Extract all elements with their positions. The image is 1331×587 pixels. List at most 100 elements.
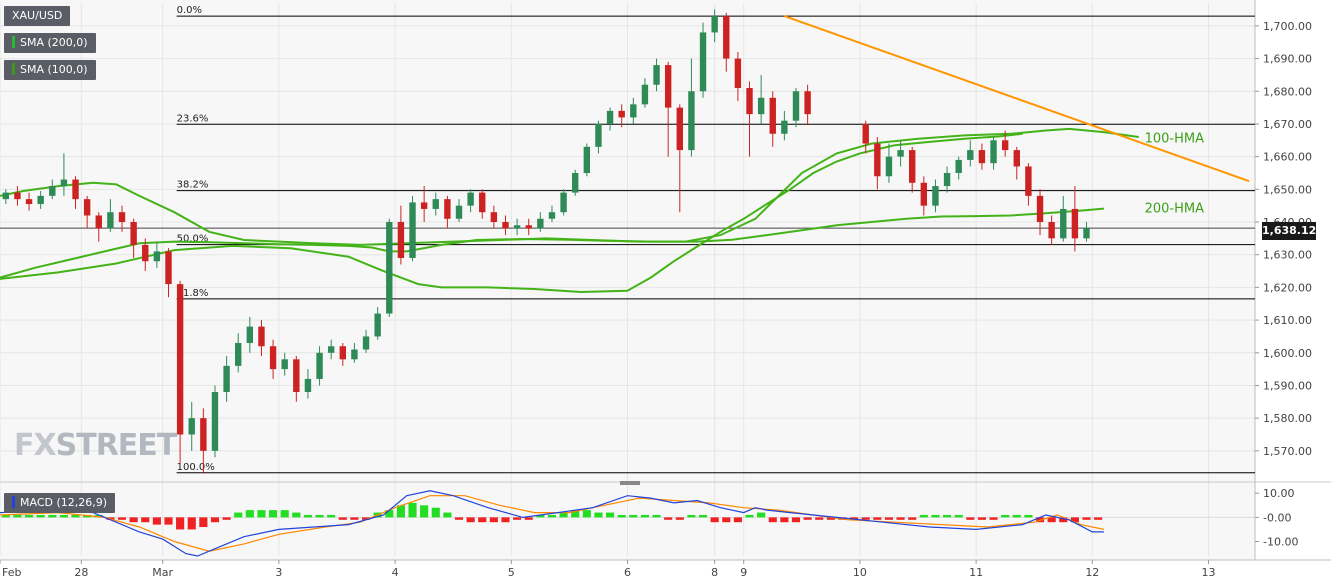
macd-histogram-bar [513,517,522,520]
candle-body [304,378,312,393]
legend-symbol[interactable]: XAU/USD [4,6,71,26]
macd-histogram-bar [303,514,313,518]
x-tick-label: 3 [275,566,282,579]
candle-body [339,346,346,360]
candle-body [49,186,56,196]
y-tick-label: 1,600.00 [1263,347,1312,360]
candle-body [1083,228,1090,239]
candle-body [281,359,288,370]
macd-histogram-bar [803,517,812,520]
y-tick-label: 1,690.00 [1263,53,1312,66]
macd-histogram-bar [1059,517,1068,523]
macd-histogram-bar [524,517,533,520]
macd-histogram-bar [664,517,673,520]
macd-histogram-bar [873,517,882,520]
y-tick-label: 1,590.00 [1263,379,1312,392]
macd-histogram-bar [152,517,161,525]
candle-body [444,199,451,219]
candle-body [153,251,161,262]
x-tick-label: 13 [1202,566,1216,579]
candle-body [165,251,172,285]
candle-body [235,342,242,366]
candle-body [664,65,672,108]
candle-body [60,179,68,187]
y-tick-label: 1,570.00 [1263,445,1312,458]
macd-histogram-bar [141,517,150,523]
candle-body [1048,222,1055,239]
x-tick-label: 28 [74,566,88,579]
candle-body [513,225,521,229]
candle-body [386,222,393,314]
candle-body [1036,195,1044,223]
candle-body [734,58,742,88]
candle-body [874,143,881,177]
legend-sma200[interactable]: SMA (200,0) [4,33,96,53]
x-tick-label: 9 [740,566,747,579]
watermark-fx: FX [14,428,57,463]
fib-label: 50.0% [177,234,209,245]
candle-body [479,192,486,213]
macd-histogram-bar [187,517,196,530]
macd-histogram-bar [420,505,429,518]
macd-histogram-bar [791,517,801,523]
macd-histogram-bar [652,514,661,518]
macd-histogram-bar [884,517,894,520]
candle-body [130,222,137,245]
candle-body [862,123,869,144]
macd-histogram-bar [536,514,545,518]
macd-histogram-bar [234,512,243,518]
candle-body [95,215,102,229]
macd-histogram-bar [977,517,986,520]
macd-histogram-bar [478,517,487,523]
macd-histogram-bar [1082,517,1091,520]
legend-macd-label: MACD (12,26,9) [20,496,108,509]
candle-body [595,123,602,147]
candle-body [932,186,939,206]
y-tick-label: 1,580.00 [1263,412,1312,425]
macd-histogram-bar [629,514,638,518]
legend-macd[interactable]: MACD (12,26,9) [4,493,116,513]
macd-histogram-bar [129,517,138,523]
legend-sma100-label: SMA (100,0) [20,63,88,76]
y-tick-label: 1,700.00 [1263,20,1312,33]
macd-histogram-bar [176,517,185,530]
candle-body [525,225,532,229]
candle-body [25,199,33,205]
macd-histogram-bar [292,512,301,518]
macd-y-tick-label: -10.00 [1263,536,1298,549]
macd-histogram-bar [942,514,952,518]
macd-histogram-bar [501,517,510,523]
watermark-street: STREET [55,428,178,463]
macd-histogram-bar [919,514,928,518]
macd-histogram-bar [315,514,324,518]
macd-histogram-bar [547,514,557,518]
macd-histogram-bar [571,510,580,518]
hma-curve-mid [0,132,1023,294]
macd-histogram-bar [408,502,417,518]
candle-body [432,199,439,209]
macd-histogram-bar [780,517,789,523]
candle-body [467,192,474,206]
y-tick-label: 1,630.00 [1263,249,1312,262]
macd-histogram-bar [931,514,940,518]
macd-histogram-bar [826,517,835,520]
candle-body [316,352,323,379]
candle-body [374,313,381,337]
fxstreet-watermark: FXSTREET [14,428,178,463]
candle-body [653,65,660,85]
candle-body [606,110,614,124]
candle-body [176,284,184,435]
macd-histogram-bar [59,514,68,518]
panel-resize-handle [620,481,640,485]
candle-body [351,349,358,360]
macd-histogram-bar [1094,517,1103,520]
candle-body [723,16,730,59]
x-tick-label: Mar [152,566,173,579]
legend-sma100[interactable]: SMA (100,0) [4,60,96,80]
macd-histogram-bar [396,505,405,518]
macd-histogram-bar [710,517,719,523]
macd-histogram-bar [733,517,742,523]
macd-histogram-bar [71,514,80,518]
candle-body [188,418,195,435]
